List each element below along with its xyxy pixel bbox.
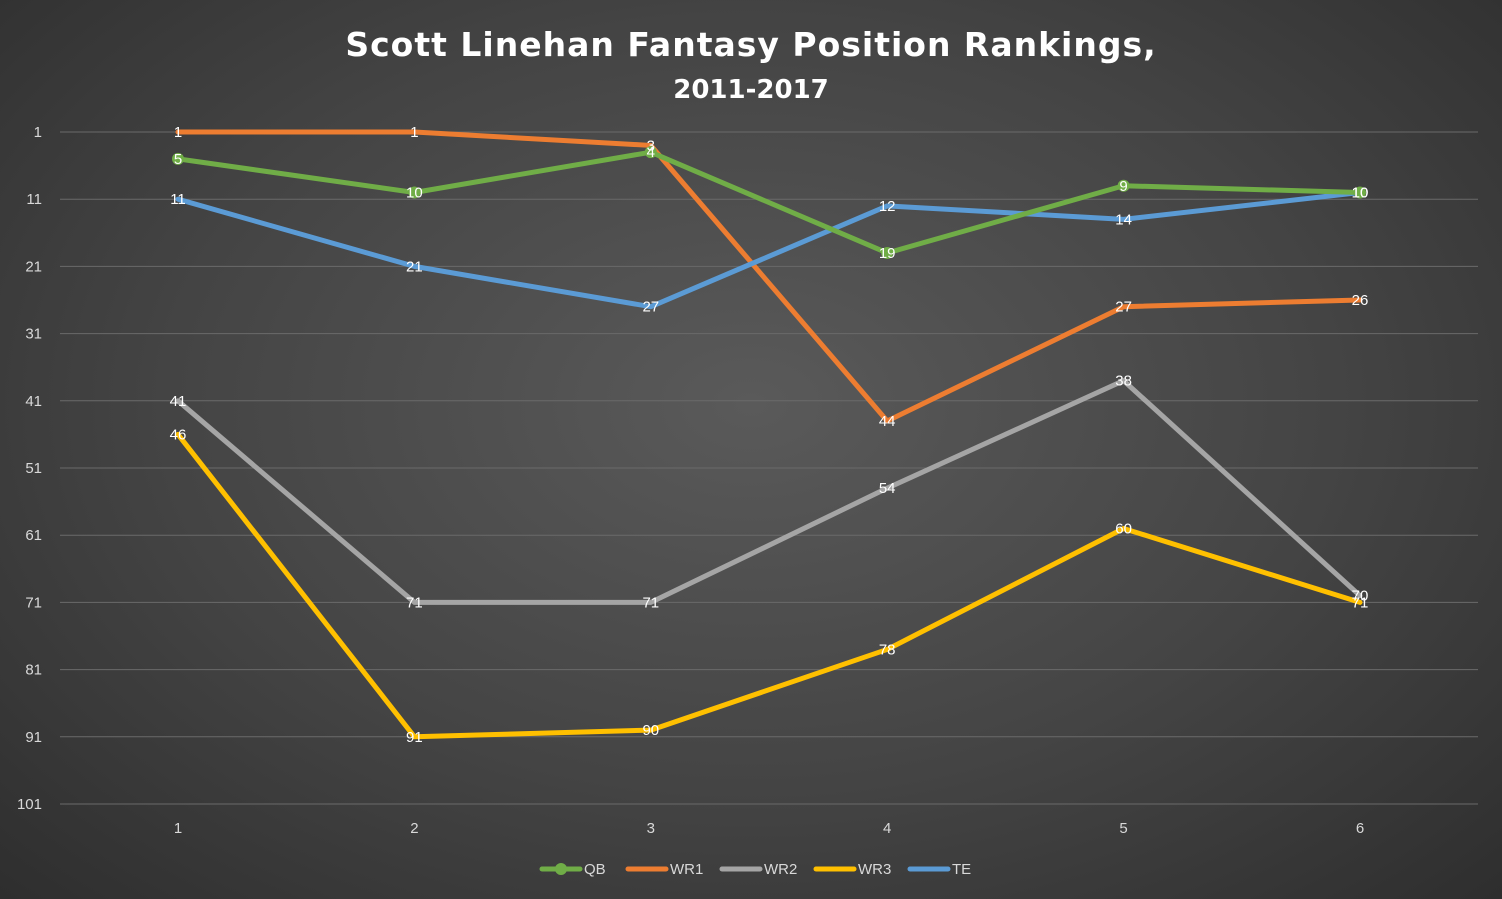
series-line-te <box>175 189 1363 310</box>
legend: QB WR1 WR2 WR3 TE <box>539 861 971 878</box>
y-tick-label: 41 <box>25 393 42 410</box>
data-point-qb <box>1117 179 1130 192</box>
y-tick-label: 11 <box>26 191 42 208</box>
x-tick-label: 1 <box>174 820 182 837</box>
legend-item-wr3: WR3 <box>813 861 891 878</box>
x-tick-label: 3 <box>647 820 655 837</box>
data-label-te: 10 <box>1352 184 1369 201</box>
y-tick-label: 31 <box>25 326 42 343</box>
data-label-wr2: 41 <box>170 393 187 410</box>
data-label-wr1: 1 <box>410 124 418 141</box>
x-axis-ticks: 1 2 3 4 5 6 <box>174 820 1364 837</box>
y-tick-label: 91 <box>25 729 42 746</box>
data-label-wr3: 90 <box>642 722 659 739</box>
series-lines <box>175 129 1363 740</box>
series-markers <box>172 146 1366 259</box>
data-label-wr2: 71 <box>406 594 423 611</box>
data-label-wr3: 71 <box>1352 594 1369 611</box>
data-point-qb <box>1354 186 1366 199</box>
legend-item-te: TE <box>907 861 971 878</box>
y-tick-label: 51 <box>25 460 42 477</box>
data-label-wr1: 1 <box>174 124 182 141</box>
data-label-wr2: 38 <box>1115 373 1132 390</box>
data-label-wr2: 70 <box>1352 588 1369 605</box>
y-tick-label: 21 <box>25 258 42 275</box>
data-label-qb: 4 <box>647 144 655 161</box>
legend-item-qb: QB <box>539 861 606 878</box>
x-tick-label: 5 <box>1119 820 1127 837</box>
legend-marker <box>555 863 567 875</box>
data-label-wr1: 44 <box>879 413 896 430</box>
chart-title: Scott Linehan Fantasy Position Rankings, <box>345 25 1156 64</box>
data-label-te: 27 <box>642 299 659 316</box>
series-line-wr3 <box>175 431 1363 740</box>
data-point-qb <box>172 152 184 165</box>
data-label-qb: 10 <box>406 184 423 201</box>
data-label-te: 12 <box>879 198 896 215</box>
x-tick-label: 2 <box>410 820 418 837</box>
y-tick-label: 81 <box>25 662 42 679</box>
data-label-te: 21 <box>406 258 423 275</box>
y-tick-label: 1 <box>34 124 42 141</box>
legend-item-wr1: WR1 <box>625 861 703 878</box>
data-label-wr1: 27 <box>1115 299 1132 316</box>
legend-label: WR3 <box>858 861 891 878</box>
x-tick-label: 6 <box>1356 820 1364 837</box>
data-point-qb <box>408 186 421 199</box>
data-label-te: 14 <box>1115 211 1132 228</box>
series-line-qb <box>175 149 1363 256</box>
data-label-qb: 10 <box>1352 184 1369 201</box>
data-label-qb: 9 <box>1119 178 1127 195</box>
data-point-qb <box>881 246 894 259</box>
data-label-wr3: 91 <box>406 729 423 746</box>
data-label-qb: 19 <box>879 245 896 262</box>
data-label-wr3: 60 <box>1115 520 1132 537</box>
data-label-wr3: 78 <box>879 641 896 658</box>
data-label-wr2: 54 <box>879 480 896 497</box>
series-line-wr2 <box>175 378 1363 605</box>
y-tick-label: 61 <box>25 527 42 544</box>
data-label-te: 11 <box>170 191 186 208</box>
data-label-wr1: 3 <box>647 137 655 154</box>
series-line-wr1 <box>175 129 1363 424</box>
data-label-wr1: 26 <box>1352 292 1369 309</box>
gridlines <box>60 131 1478 805</box>
chart-subtitle: 2011-2017 <box>673 75 829 105</box>
legend-label: QB <box>584 861 606 878</box>
data-label-wr2: 71 <box>642 594 659 611</box>
y-tick-label: 101 <box>17 796 42 813</box>
legend-item-wr2: WR2 <box>719 861 797 878</box>
data-point-qb <box>644 146 657 159</box>
legend-label: WR1 <box>670 861 703 878</box>
x-tick-label: 4 <box>883 820 891 837</box>
legend-label: TE <box>952 861 971 878</box>
data-label-wr3: 46 <box>170 426 187 443</box>
data-label-qb: 5 <box>174 151 182 168</box>
y-tick-label: 71 <box>25 594 42 611</box>
legend-label: WR2 <box>764 861 797 878</box>
